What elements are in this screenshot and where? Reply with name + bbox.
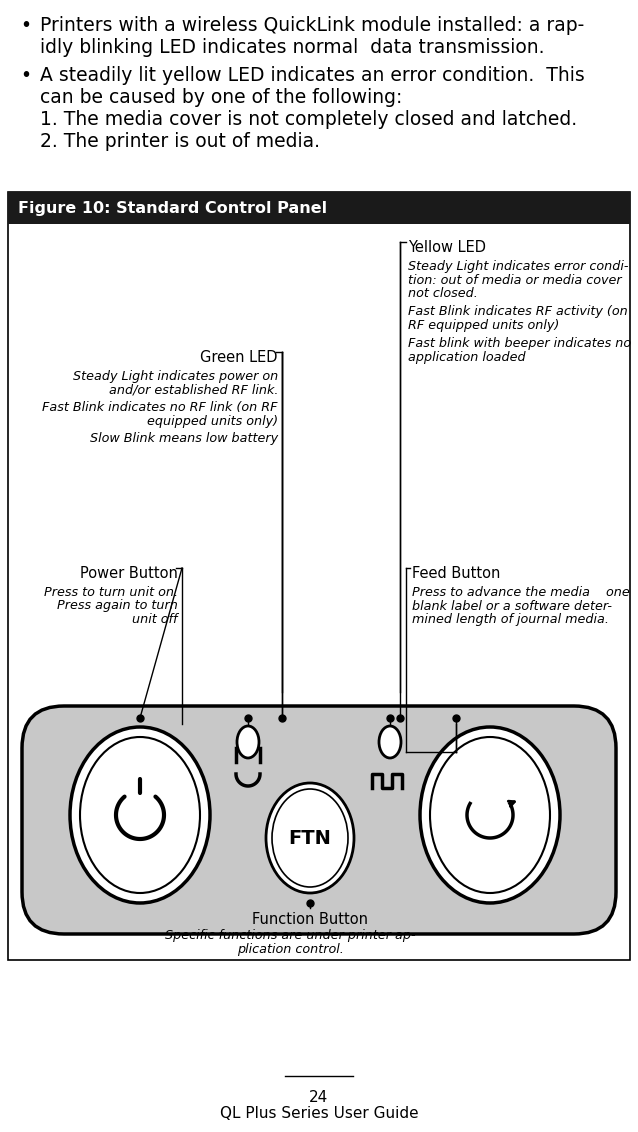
- Text: Feed Button: Feed Button: [412, 566, 500, 581]
- Text: Steady Light indicates error condi-: Steady Light indicates error condi-: [408, 260, 628, 273]
- Text: unit off: unit off: [133, 614, 178, 626]
- Text: plication control.: plication control.: [237, 943, 343, 955]
- Text: not closed.: not closed.: [408, 288, 478, 300]
- Text: Press to turn unit on.: Press to turn unit on.: [44, 586, 178, 599]
- Text: can be caused by one of the following:: can be caused by one of the following:: [40, 88, 403, 108]
- Text: 24: 24: [309, 1090, 329, 1105]
- Text: application loaded: application loaded: [408, 351, 526, 365]
- Text: mined length of journal media.: mined length of journal media.: [412, 614, 609, 626]
- Text: 2. The printer is out of media.: 2. The printer is out of media.: [40, 132, 320, 151]
- Text: A steadily lit yellow LED indicates an error condition.  This: A steadily lit yellow LED indicates an e…: [40, 66, 585, 85]
- Text: Fast Blink indicates RF activity (on: Fast Blink indicates RF activity (on: [408, 306, 628, 318]
- Text: Press again to turn: Press again to turn: [57, 600, 178, 612]
- FancyBboxPatch shape: [22, 706, 616, 934]
- Ellipse shape: [420, 727, 560, 903]
- Text: •: •: [20, 66, 31, 85]
- Ellipse shape: [80, 737, 200, 893]
- Text: Figure 10: Standard Control Panel: Figure 10: Standard Control Panel: [18, 200, 327, 215]
- Ellipse shape: [379, 726, 401, 758]
- Ellipse shape: [266, 783, 354, 893]
- Bar: [8, 192, 630, 224]
- Text: Green LED: Green LED: [200, 350, 278, 365]
- Text: tion: out of media or media cover: tion: out of media or media cover: [408, 274, 621, 286]
- Text: Function Button: Function Button: [252, 912, 368, 927]
- Text: Fast blink with beeper indicates no: Fast blink with beeper indicates no: [408, 337, 631, 351]
- Text: Printers with a wireless QuickLink module installed: a rap-: Printers with a wireless QuickLink modul…: [40, 16, 584, 35]
- Text: equipped units only): equipped units only): [147, 414, 278, 428]
- Ellipse shape: [70, 727, 210, 903]
- Text: idly blinking LED indicates normal  data transmission.: idly blinking LED indicates normal data …: [40, 38, 544, 57]
- Text: QL Plus Series User Guide: QL Plus Series User Guide: [219, 1106, 419, 1121]
- Ellipse shape: [430, 737, 550, 893]
- Ellipse shape: [272, 789, 348, 887]
- Text: Steady Light indicates power on: Steady Light indicates power on: [73, 370, 278, 383]
- Text: FTN: FTN: [288, 829, 331, 848]
- Ellipse shape: [237, 726, 259, 758]
- Text: •: •: [20, 16, 31, 35]
- Text: 1. The media cover is not completely closed and latched.: 1. The media cover is not completely clo…: [40, 110, 577, 129]
- Text: Press to advance the media    one: Press to advance the media one: [412, 586, 630, 599]
- Text: Slow Blink means low battery: Slow Blink means low battery: [90, 432, 278, 445]
- Bar: [8, 192, 630, 960]
- Text: RF equipped units only): RF equipped units only): [408, 319, 560, 332]
- Text: Fast Blink indicates no RF link (on RF: Fast Blink indicates no RF link (on RF: [43, 401, 278, 414]
- Text: Yellow LED: Yellow LED: [408, 240, 486, 255]
- Text: Specific functions are under printer ap-: Specific functions are under printer ap-: [165, 929, 415, 942]
- Text: and/or established RF link.: and/or established RF link.: [108, 384, 278, 396]
- Text: Power Button: Power Button: [80, 566, 178, 581]
- Text: blank label or a software deter-: blank label or a software deter-: [412, 600, 612, 612]
